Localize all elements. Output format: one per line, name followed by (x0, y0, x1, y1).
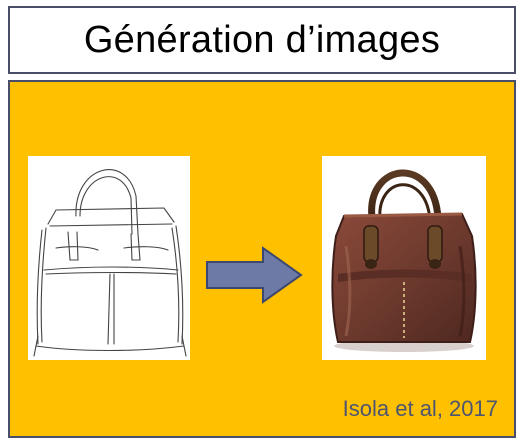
citation-text: Isola et al, 2017 (342, 396, 498, 421)
title-box: Génération d’images (8, 6, 516, 74)
right-arrow-icon (206, 246, 303, 304)
slide-title: Génération d’images (83, 18, 441, 61)
handbag-sketch-icon (33, 169, 187, 357)
content-panel: Isola et al, 2017 (8, 80, 516, 438)
handbag-photo-icon (331, 169, 477, 352)
handbag-sketch-image (28, 156, 190, 360)
handbag-photo-image (322, 156, 486, 360)
